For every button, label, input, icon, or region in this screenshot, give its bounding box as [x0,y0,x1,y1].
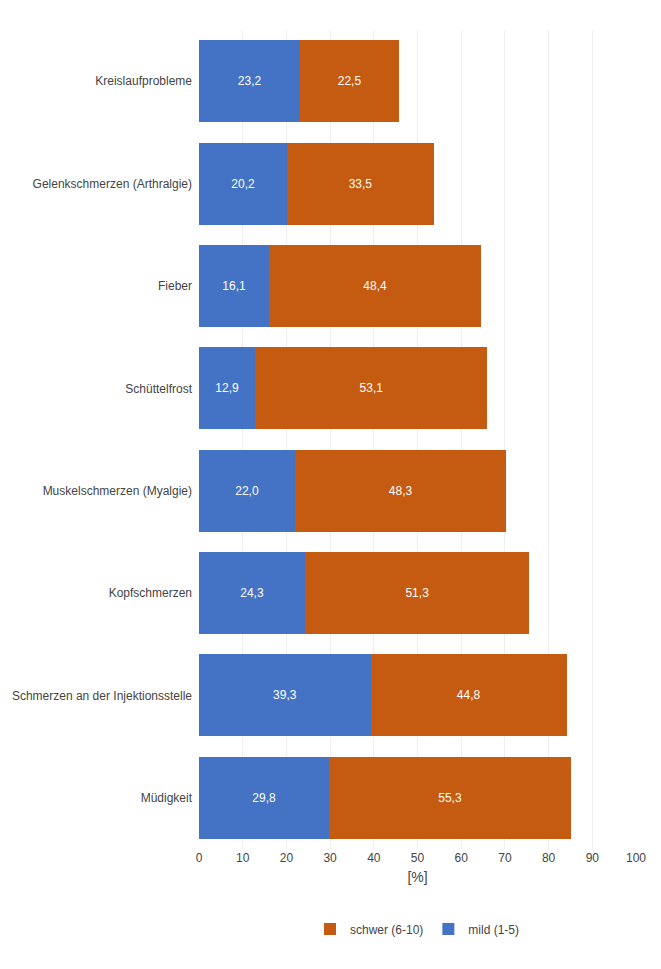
svg-text:60: 60 [455,851,469,865]
svg-text:Schüttelfrost: Schüttelfrost [125,382,192,396]
svg-text:Muskelschmerzen (Myalgie): Muskelschmerzen (Myalgie) [43,484,192,498]
svg-text:50: 50 [411,851,425,865]
svg-text:Kreislaufprobleme: Kreislaufprobleme [95,74,192,88]
svg-text:29,8: 29,8 [252,791,276,805]
svg-text:Fieber: Fieber [158,279,192,293]
svg-text:100: 100 [626,851,646,865]
svg-text:51,3: 51,3 [405,586,429,600]
svg-text:Müdigkeit: Müdigkeit [141,791,193,805]
svg-text:mild (1-5): mild (1-5) [468,923,519,937]
svg-text:48,3: 48,3 [389,484,413,498]
svg-text:[%]: [%] [407,869,427,885]
svg-text:22,5: 22,5 [338,74,362,88]
svg-text:40: 40 [367,851,381,865]
svg-text:Schmerzen an der Injektionsste: Schmerzen an der Injektionsstelle [12,689,192,703]
svg-text:12,9: 12,9 [215,381,239,395]
svg-text:90: 90 [586,851,600,865]
svg-text:55,3: 55,3 [438,791,462,805]
svg-text:Kopfschmerzen: Kopfschmerzen [109,586,192,600]
svg-text:39,3: 39,3 [273,688,297,702]
svg-text:10: 10 [236,851,250,865]
svg-text:44,8: 44,8 [457,688,481,702]
svg-text:20,2: 20,2 [231,177,255,191]
svg-text:53,1: 53,1 [360,381,384,395]
svg-text:48,4: 48,4 [363,279,387,293]
svg-text:24,3: 24,3 [240,586,264,600]
svg-text:schwer (6-10): schwer (6-10) [350,923,423,937]
svg-text:Gelenkschmerzen (Arthralgie): Gelenkschmerzen (Arthralgie) [33,177,192,191]
svg-text:70: 70 [498,851,512,865]
svg-text:33,5: 33,5 [349,177,373,191]
svg-text:30: 30 [323,851,337,865]
svg-text:80: 80 [542,851,556,865]
svg-text:0: 0 [196,851,203,865]
svg-text:16,1: 16,1 [222,279,246,293]
svg-text:20: 20 [280,851,294,865]
svg-text:23,2: 23,2 [238,74,262,88]
svg-text:22,0: 22,0 [235,484,259,498]
